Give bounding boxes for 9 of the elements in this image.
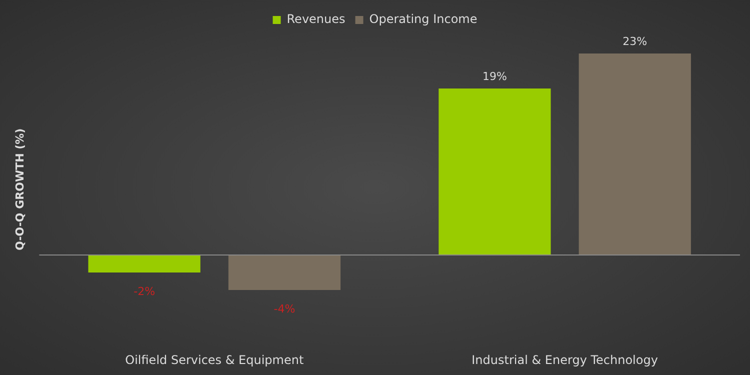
legend-label: Operating Income: [369, 12, 478, 26]
x-tick-label: Oilfield Services & Equipment: [125, 352, 304, 367]
y-axis-title: Q-O-Q GROWTH (%): [13, 128, 26, 250]
data-label: 23%: [622, 34, 648, 48]
legend-label: Revenues: [286, 12, 346, 26]
data-label: 19%: [482, 70, 507, 83]
data-label: -4%: [274, 302, 296, 316]
data-label: -2%: [134, 284, 156, 298]
x-tick-label: Industrial & Energy Technology: [472, 352, 658, 367]
